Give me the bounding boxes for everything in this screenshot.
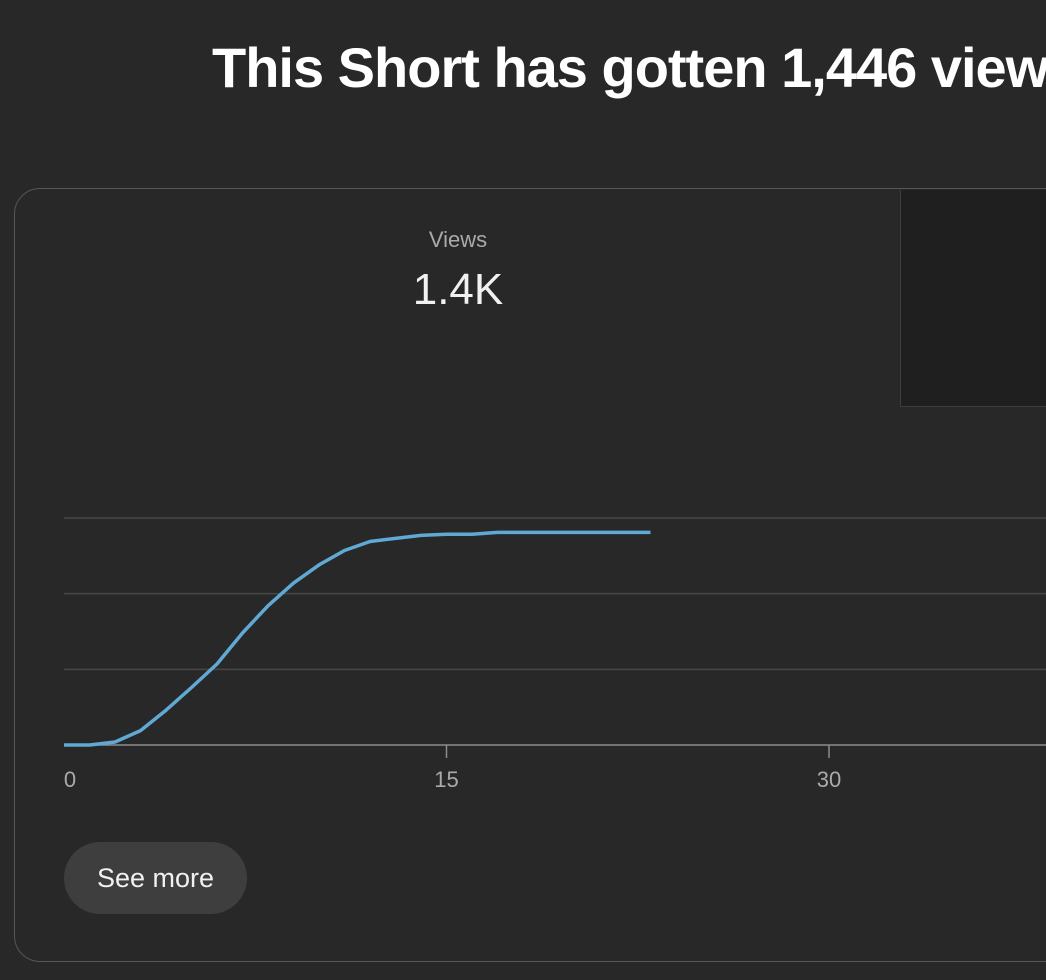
- x-tick-label: 0: [64, 767, 76, 792]
- x-tick-label: 30: [817, 767, 841, 792]
- views-metric-value: 1.4K: [412, 265, 504, 314]
- views-series-line: [64, 530, 651, 747]
- views-metric: Views 1.4K: [358, 222, 558, 322]
- views-line-chart: 0 15 30: [64, 517, 1046, 792]
- views-card: [14, 188, 1046, 962]
- views-metric-label: Views: [428, 227, 488, 252]
- page-headline: This Short has gotten 1,446 views: [212, 36, 1046, 99]
- short-preview-panel: [900, 190, 1046, 407]
- see-more-button[interactable]: See more: [64, 842, 247, 914]
- x-tick-label: 15: [434, 767, 458, 792]
